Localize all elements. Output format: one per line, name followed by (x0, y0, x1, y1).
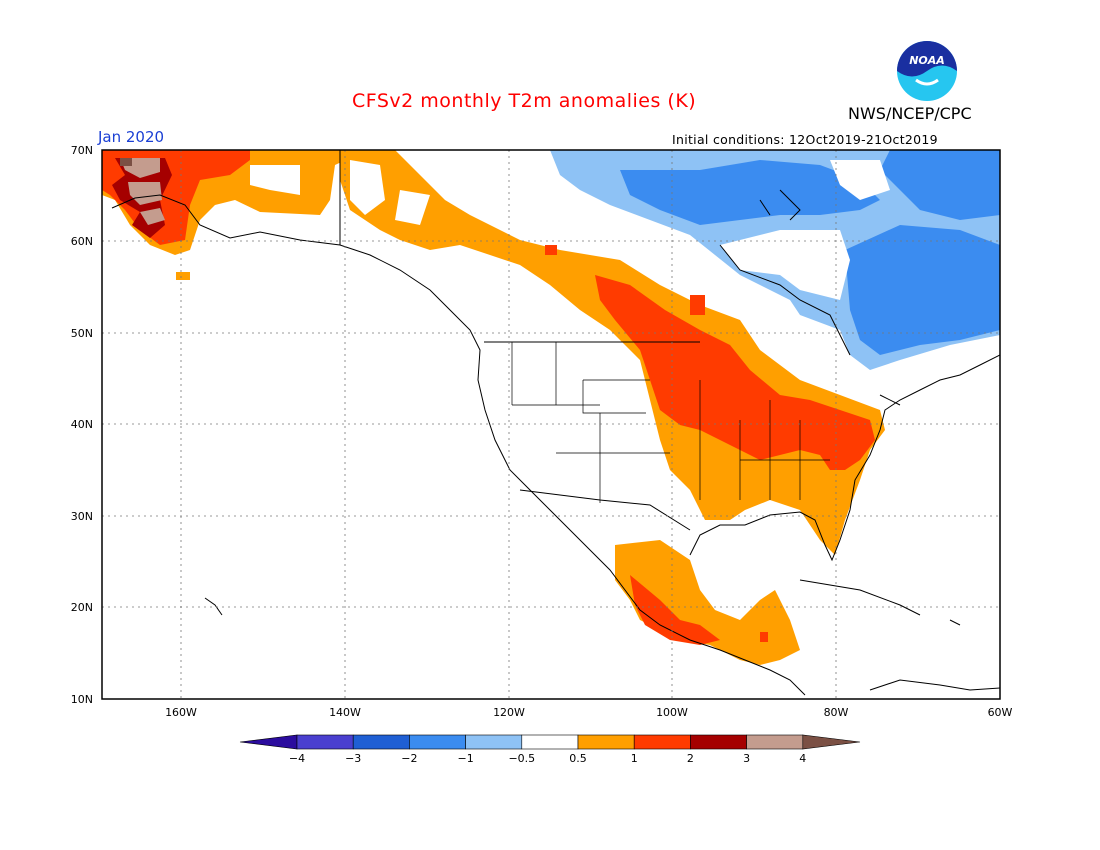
alaska-warm-region (102, 150, 350, 280)
lat-label: 60N (71, 235, 93, 248)
lat-label: 50N (71, 327, 93, 340)
map-frame (101, 149, 1001, 700)
map-title: CFSv2 monthly T2m anomalies (K) (352, 90, 697, 112)
lon-label: 80W (824, 706, 849, 719)
longitude-labels: 160W 140W 120W 100W 80W 60W (165, 706, 1012, 719)
agency-label: NWS/NCEP/CPC (848, 104, 972, 123)
colorbar: −4 −3 −2 −1 −0.5 0.5 1 2 3 4 (239, 734, 861, 765)
north-america-warm-region (340, 150, 885, 555)
initial-conditions-label: Initial conditions: 12Oct2019-21Oct2019 (672, 132, 938, 147)
lon-label: 100W (656, 706, 688, 719)
colorbar-segment (296, 734, 354, 750)
colorbar-segment (633, 734, 691, 750)
lon-label: 120W (493, 706, 525, 719)
noaa-logo-icon: NOAA (897, 41, 957, 101)
lat-label: 40N (71, 418, 93, 431)
canada-cold-region (550, 150, 1000, 370)
colorbar-segment (352, 734, 410, 750)
colorbar-tick-label: −0.5 (508, 752, 535, 765)
colorbar-tick-label: 2 (687, 752, 694, 765)
colorbar-tick-label: 0.5 (569, 752, 587, 765)
valid-month-label: Jan 2020 (98, 128, 165, 146)
state-borders (511, 342, 830, 503)
mexico-warm-region (615, 540, 800, 665)
colorbar-end-low (239, 734, 298, 750)
colorbar-tick-label: −1 (457, 752, 473, 765)
colorbar-tick-label: 1 (631, 752, 638, 765)
colorbar-tick-label: −4 (289, 752, 305, 765)
lat-label: 70N (71, 144, 93, 157)
latitude-labels: 70N 60N 50N 40N 30N 20N 10N (71, 144, 93, 706)
colorbar-tick-label: 3 (743, 752, 750, 765)
colorbar-segment (521, 734, 579, 750)
colorbar-tick-label: −2 (401, 752, 417, 765)
colorbar-segment (465, 734, 523, 750)
colorbar-segment (690, 734, 747, 750)
lon-label: 60W (988, 706, 1013, 719)
svg-text:NOAA: NOAA (909, 54, 945, 67)
lat-label: 20N (71, 601, 93, 614)
lon-label: 140W (329, 706, 361, 719)
lat-label: 30N (71, 510, 93, 523)
colorbar-segment (409, 734, 466, 750)
coastlines (111, 150, 1000, 696)
lat-label: 10N (71, 693, 93, 706)
colorbar-segment (577, 734, 635, 750)
colorbar-tick-label: 4 (799, 752, 806, 765)
colorbar-segment (746, 734, 804, 750)
colorbar-tick-label: −3 (345, 752, 361, 765)
colorbar-end-high (802, 734, 861, 750)
graticule (102, 150, 1000, 699)
lon-label: 160W (165, 706, 197, 719)
